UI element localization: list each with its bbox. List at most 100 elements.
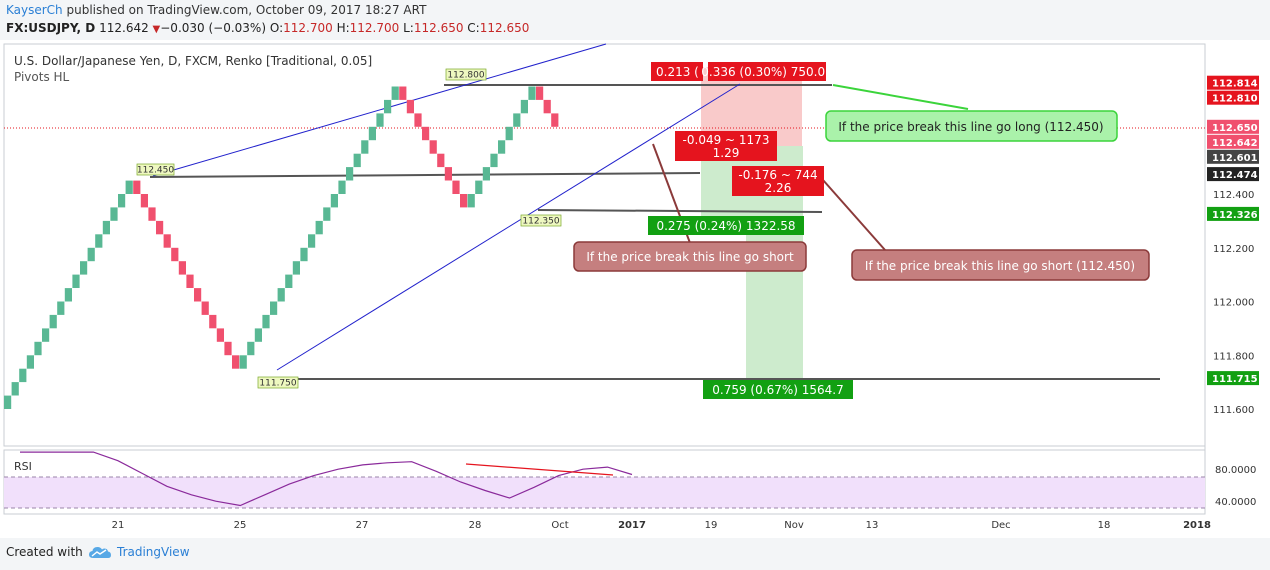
measure-label-ratio: 2.26 — [765, 181, 792, 195]
price-scale-label-bg — [1207, 371, 1259, 386]
renko-brick-up — [300, 247, 308, 262]
open-value: 112.700 — [283, 21, 333, 35]
renko-brick-up — [391, 86, 399, 100]
long-callout-text: If the price break this line go long (11… — [838, 120, 1103, 134]
measure-label-bg — [651, 62, 703, 81]
pivot-label-112350: 112.350 — [520, 214, 562, 227]
renko-brick-down — [133, 180, 141, 194]
price-scale-label: 112.814 — [1212, 79, 1258, 90]
renko-brick-up — [11, 382, 19, 396]
price-scale-label-bg — [1207, 149, 1259, 164]
measure-label-bg — [703, 380, 853, 399]
lower-trendline[interactable] — [276, 83, 741, 371]
measure-label-target: 0.759 (0.67%) 1564.7 — [712, 383, 843, 397]
renko-brick-up — [239, 355, 247, 369]
renko-brick-up — [323, 207, 331, 221]
renko-brick-up — [498, 140, 506, 154]
renko-brick-down — [194, 288, 202, 302]
renko-brick-down — [536, 86, 544, 100]
symbol-label[interactable]: FX:USDJPY, D — [6, 21, 96, 35]
tradingview-link[interactable]: TradingView — [117, 545, 190, 559]
open-label: O: — [269, 21, 284, 35]
renko-brick-up — [95, 234, 103, 248]
renko-brick-down — [140, 194, 148, 208]
price-scale-label-bg — [1207, 75, 1259, 90]
indicator-legend: Pivots HL — [14, 70, 70, 84]
chart-legend-title: U.S. Dollar/Japanese Yen, D, FXCM, Renko… — [14, 54, 372, 68]
short-callout[interactable] — [573, 241, 807, 272]
renko-brick-up — [315, 220, 323, 235]
renko-brick-up — [490, 153, 498, 168]
renko-brick-up — [72, 274, 80, 288]
renko-brick-up — [368, 126, 376, 141]
renko-brick-up — [118, 194, 126, 208]
renko-brick-down — [444, 167, 452, 181]
time-axis-labels[interactable]: 21 25 27 28 Oct 2017 19 Nov 13 Dec 18 2018 — [112, 520, 1211, 531]
chart-canvas[interactable]: 112.450 111.750 112.800 112.350 0.213 ( … — [0, 40, 1270, 538]
renko-brick-up — [285, 274, 293, 288]
renko-brick-down — [422, 126, 430, 141]
renko-brick-down — [232, 355, 240, 369]
price-scale-label: 112.642 — [1212, 138, 1258, 149]
price-tick-label: 112.400 — [1213, 190, 1254, 201]
time-tick-label: 28 — [469, 520, 482, 531]
support-line-112326[interactable] — [537, 209, 823, 213]
renko-brick-up — [125, 180, 133, 194]
renko-brick-up — [353, 153, 361, 168]
renko-brick-up — [49, 314, 57, 329]
high-value: 112.700 — [349, 21, 400, 35]
renko-brick-up — [42, 328, 50, 342]
rsi-band — [4, 477, 1205, 508]
long-callout[interactable] — [825, 110, 1118, 142]
renko-brick-down — [460, 194, 468, 208]
price-tick-label: 112.000 — [1213, 298, 1254, 309]
pivot-label-112800: 112.800 — [445, 68, 487, 81]
header-bar: KayserCh published on TradingView.com, O… — [0, 0, 1270, 40]
renko-brick-up — [4, 395, 12, 409]
short-callout[interactable] — [851, 249, 1150, 281]
price-scale-label-bg — [1207, 167, 1259, 182]
time-tick-label: Nov — [784, 520, 804, 531]
rsi-label: RSI — [14, 460, 32, 473]
renko-brick-down — [399, 86, 407, 100]
renko-brick-up — [64, 288, 72, 302]
price-scale-label-bg — [1207, 90, 1259, 105]
price-tick-label: 111.800 — [1213, 351, 1254, 362]
time-tick-label: 2017 — [618, 520, 646, 531]
renko-brick-up — [19, 368, 27, 383]
renko-brick-up — [110, 207, 118, 221]
renko-brick-up — [467, 194, 475, 208]
renko-brick-down — [406, 99, 414, 114]
renko-brick-up — [254, 328, 262, 342]
measure-label-ratio: 1.29 — [713, 146, 740, 160]
support-line-112474[interactable] — [149, 172, 701, 178]
renko-brick-up — [482, 167, 490, 181]
price-scale-label: 111.715 — [1212, 374, 1258, 385]
price-scale-label: 112.601 — [1212, 153, 1258, 164]
measure-label-range: -0.176 ~ 744 — [738, 168, 817, 182]
last-price: 112.642 — [99, 21, 149, 35]
price-axis-labels[interactable]: 112.814 112.810 112.650 112.642 112.601 112.4… — [1207, 75, 1259, 386]
measure-label-bg — [675, 131, 777, 161]
price-tick-label: 112.200 — [1213, 244, 1254, 255]
renko-brick-up — [277, 288, 285, 302]
upper-trendline[interactable] — [152, 43, 607, 177]
high-label: H: — [336, 21, 350, 35]
renko-brick-down — [148, 207, 156, 221]
renko-brick-down — [551, 113, 559, 127]
renko-brick-up — [376, 113, 384, 127]
time-tick-label: 21 — [112, 520, 125, 531]
long-callout-connector — [832, 84, 969, 110]
pivot-label-text: 112.350 — [522, 217, 559, 227]
renko-brick-down — [437, 153, 445, 168]
renko-brick-up — [384, 99, 392, 114]
renko-brick-up — [270, 301, 278, 315]
published-text: published on TradingView.com, October 09… — [62, 3, 427, 17]
time-tick-label: Dec — [991, 520, 1010, 531]
author-link[interactable]: KayserCh — [6, 3, 63, 17]
price-axis-ticks: 112.400 112.200 112.000 111.800 111.600 — [1213, 190, 1254, 416]
measure-label-range: -0.049 ~ 1173 — [683, 133, 770, 147]
renko-brick-down — [543, 99, 551, 114]
renko-brick-up — [475, 180, 483, 194]
publish-line: KayserCh published on TradingView.com, O… — [6, 3, 426, 17]
